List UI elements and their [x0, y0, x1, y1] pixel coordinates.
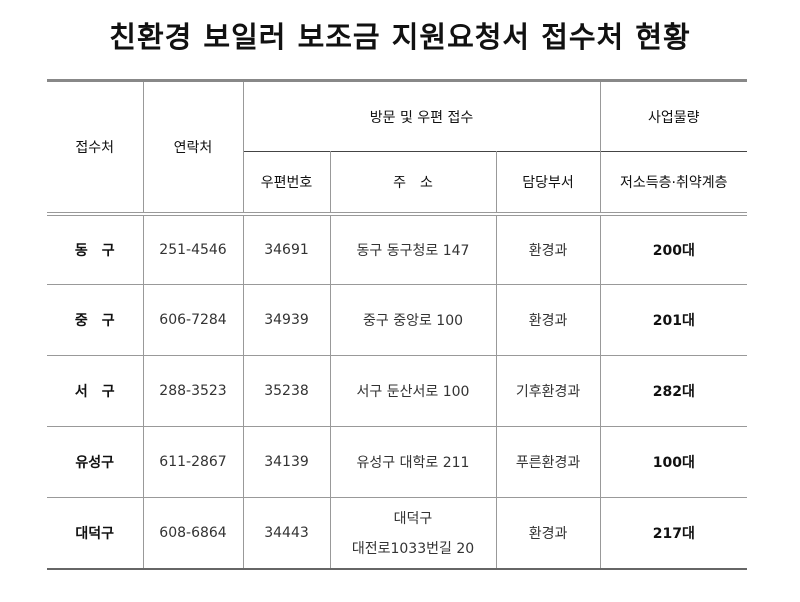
reception-table: 접수처 연락처 방문 및 우편 접수 사업물량 우편번호 주 소 담당부서 저소…: [47, 79, 748, 570]
cell-contact-text: 611-2867: [159, 454, 227, 470]
cell-postal: 34691: [242, 213, 331, 285]
cell-office: 대덕구: [47, 497, 144, 569]
cell-dept-text: 환경과: [528, 525, 568, 542]
cell-office-text: 서 구: [74, 384, 115, 400]
cell-address-text: 중구 중앙로 100: [362, 313, 464, 329]
cell-contact-text: 288-3523: [159, 383, 227, 399]
cell-office: 동 구: [47, 213, 144, 285]
cell-address-text: 대덕구: [393, 510, 433, 527]
cell-office: 유성구: [47, 426, 144, 498]
cell-dept-text: 기후환경과: [515, 384, 581, 400]
cell-contact-text: 608-6864: [159, 524, 227, 541]
cell-contact: 611-2867: [142, 426, 244, 498]
cell-volume-text: 282대: [652, 384, 695, 400]
cell-dept: 기후환경과: [495, 355, 601, 427]
cell-address: 서구 둔산서로 100: [329, 355, 497, 427]
table-row: 서 구 288-3523 35238 서구 둔산서로 100 기후환경과 282대: [47, 355, 748, 427]
header-dept: 담당부서: [495, 151, 601, 214]
cell-volume: 201대: [599, 284, 748, 356]
cell-postal-text: 34691: [264, 241, 309, 258]
header-address: 주 소: [329, 151, 497, 214]
cell-volume: 100대: [599, 426, 748, 498]
cell-contact: 251-4546: [142, 213, 244, 285]
cell-address: 동구 동구청로 147: [329, 213, 497, 285]
cell-dept: 환경과: [495, 213, 601, 285]
header-visit-mail: 방문 및 우편 접수: [242, 79, 601, 152]
table-row: 유성구 611-2867 34139 유성구 대학로 211 푸른환경과 100대: [47, 426, 748, 498]
cell-contact: 288-3523: [142, 355, 244, 427]
cell-address-text: 동구 동구청로 147: [356, 242, 470, 259]
cell-office: 서 구: [47, 355, 144, 427]
cell-office-text: 동 구: [74, 242, 115, 259]
cell-dept: 푸른환경과: [495, 426, 601, 498]
cell-address-text: 서구 둔산서로 100: [356, 384, 470, 400]
cell-office: 중 구: [47, 284, 144, 356]
cell-postal-text: 34939: [264, 312, 309, 328]
header-low-income: 저소득층·취약계층: [599, 151, 748, 214]
cell-contact: 608-6864: [142, 497, 244, 569]
cell-volume-text: 201대: [652, 313, 695, 329]
cell-contact-text: 606-7284: [159, 312, 227, 328]
header-contact: 연락처: [142, 79, 244, 214]
cell-postal-text: 34139: [264, 454, 309, 470]
header-office: 접수처: [47, 79, 144, 214]
cell-dept-text: 푸른환경과: [515, 455, 581, 471]
header-volume: 사업물량: [599, 79, 748, 152]
table-row: 동 구 251-4546 34691 동구 동구청로 147 환경과 200대: [47, 213, 748, 285]
cell-volume: 217대: [599, 497, 748, 569]
cell-postal-text: 34443: [264, 524, 309, 541]
cell-postal: 35238: [242, 355, 331, 427]
cell-address: 유성구 대학로 211: [329, 426, 497, 498]
cell-address-text: 유성구 대학로 211: [356, 455, 470, 471]
cell-dept-text: 환경과: [528, 242, 568, 259]
header-postal: 우편번호: [243, 151, 331, 214]
cell-volume: 200대: [599, 213, 748, 285]
cell-postal: 34443: [242, 497, 331, 569]
cell-office-text: 대덕구: [75, 525, 115, 542]
cell-volume-text: 200대: [652, 242, 695, 259]
cell-volume: 282대: [599, 355, 748, 427]
cell-volume-text: 100대: [652, 455, 695, 471]
cell-office-text: 유성구: [75, 455, 115, 471]
cell-contact: 606-7284: [142, 284, 244, 356]
cell-dept: 환경과: [495, 497, 601, 569]
cell-dept-text: 환경과: [528, 313, 568, 329]
cell-postal-text: 35238: [264, 383, 309, 399]
cell-dept: 환경과: [495, 284, 601, 356]
cell-address-line2: 대전로1033번길 20: [351, 540, 475, 557]
cell-volume-text: 217대: [652, 525, 695, 542]
document-title: 친환경 보일러 보조금 지원요청서 접수처 현황: [109, 20, 691, 54]
cell-postal: 34139: [242, 426, 331, 498]
cell-postal: 34939: [242, 284, 331, 356]
cell-address: 중구 중앙로 100: [329, 284, 497, 356]
table-row: 중 구 606-7284 34939 중구 중앙로 100 환경과 201대: [47, 284, 748, 356]
cell-office-text: 중 구: [74, 313, 115, 329]
cell-contact-text: 251-4546: [159, 241, 227, 258]
